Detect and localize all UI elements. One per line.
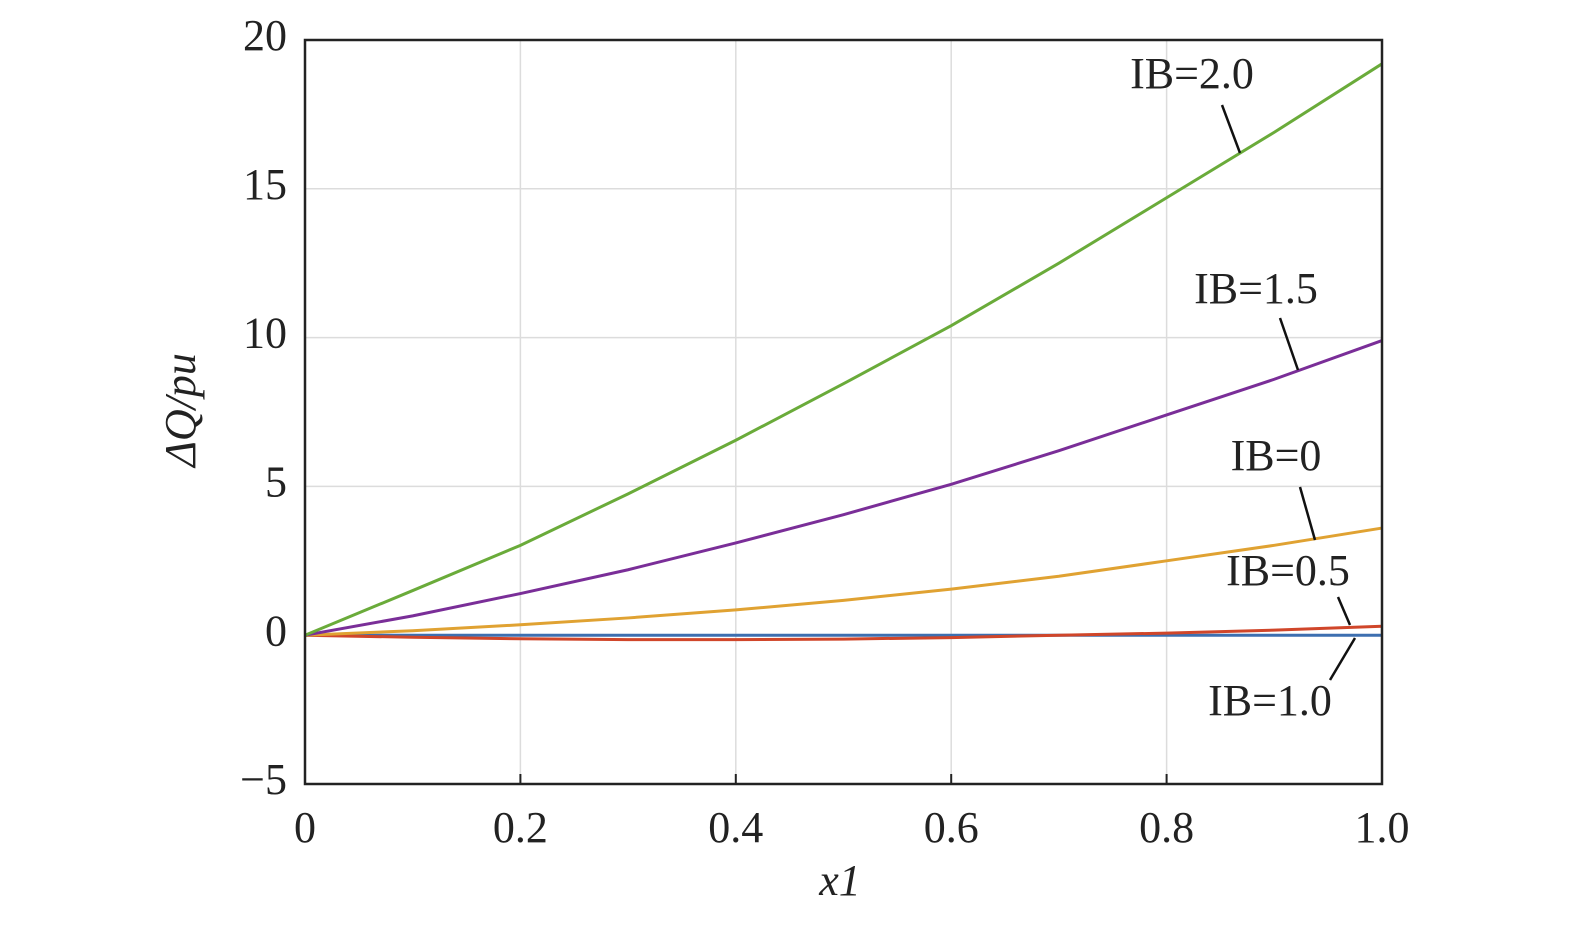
line (304, 526, 1383, 637)
line (304, 624, 1383, 642)
x-axis-label: x1 (818, 856, 861, 905)
line (304, 62, 1383, 637)
x-tick-label: 0.2 (493, 803, 548, 852)
leader-line (1278, 317, 1300, 371)
y-tick-label: 5 (265, 457, 287, 506)
series-label: IB=0 (1231, 431, 1322, 480)
series-label: IB=2.0 (1130, 49, 1254, 98)
y-tick-label: −5 (240, 755, 287, 804)
y-axis-label: ΔQ/pu (156, 353, 205, 469)
x-tick-label: 0.6 (924, 803, 979, 852)
line (304, 339, 1383, 637)
series-label: IB=1.5 (1194, 264, 1318, 313)
series-label: IB=0.5 (1226, 546, 1350, 595)
series-label: IB=1.0 (1208, 676, 1332, 725)
y-tick-label: 10 (243, 309, 287, 358)
y-tick-label: 20 (243, 11, 287, 60)
x-tick-label: 0.4 (708, 803, 763, 852)
leader-line (1298, 486, 1317, 541)
leader-line (1336, 596, 1352, 626)
leader-line (1220, 104, 1242, 154)
leader-line (1328, 637, 1357, 681)
x-tick-label: 0.8 (1139, 803, 1194, 852)
x-tick-label: 1.0 (1355, 803, 1410, 852)
y-tick-label: 0 (265, 606, 287, 655)
y-tick-label: 15 (243, 160, 287, 209)
x-tick-label: 0 (294, 803, 316, 852)
plot-frame (303, 38, 1384, 786)
